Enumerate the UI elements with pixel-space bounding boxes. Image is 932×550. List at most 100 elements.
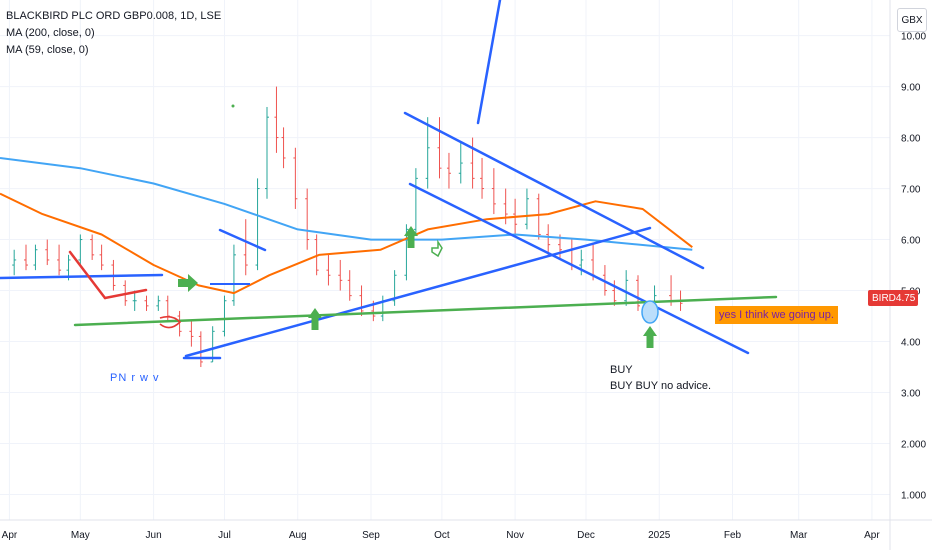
candle <box>305 188 310 250</box>
candle <box>255 178 260 271</box>
buy-line-1: BUY <box>610 364 633 376</box>
candle <box>624 270 629 306</box>
candle <box>231 244 236 306</box>
last-price-ticker: BIRD <box>872 292 896 304</box>
x-tick-label: Apr <box>2 530 18 541</box>
candle <box>12 249 17 276</box>
highlight-ellipse <box>641 300 659 324</box>
candle <box>274 86 279 153</box>
red-line-2 <box>103 288 148 300</box>
candle <box>293 147 298 209</box>
x-tick-label: May <box>71 530 90 541</box>
buy-annotation: BUY BUY BUY no advice. <box>610 362 711 394</box>
moving-averages <box>0 157 693 295</box>
red-line-1 <box>68 250 107 300</box>
candle <box>437 117 442 179</box>
x-tick-label: Aug <box>289 530 307 541</box>
candle <box>425 117 430 189</box>
ma59-line <box>0 192 693 295</box>
candle <box>480 157 485 199</box>
y-tick-label: 9.00 <box>901 83 921 94</box>
candle <box>413 168 418 235</box>
candle <box>635 275 640 311</box>
small-diagonal <box>218 228 267 252</box>
y-tick-label: 1.000 <box>901 491 926 502</box>
candle <box>144 295 149 311</box>
candle <box>57 244 62 276</box>
y-tick-label: 8.00 <box>901 134 921 145</box>
x-tick-label: Apr <box>864 530 880 541</box>
candle <box>189 321 194 347</box>
candle <box>222 295 227 337</box>
up-arrow-dec <box>643 326 657 348</box>
legend-symbol: BLACKBIRD PLC ORD GBP0.008, 1D, LSE <box>6 10 222 22</box>
green-dot <box>231 104 235 108</box>
candle <box>90 234 95 260</box>
candle <box>156 295 161 311</box>
candle <box>243 219 248 276</box>
up-arrow-sep <box>404 226 418 248</box>
support-line-left <box>0 273 164 280</box>
note-annotation: yes I think we going up. <box>715 306 838 324</box>
last-price-value: 4.75 <box>895 292 916 304</box>
buy-line-2: BUY BUY no advice. <box>610 380 712 392</box>
legend-ma200: MA (200, close, 0) <box>6 27 95 39</box>
trend-drawings <box>0 0 778 360</box>
x-tick-label: Dec <box>577 530 595 541</box>
candle <box>612 280 617 306</box>
candle <box>45 239 50 266</box>
candle <box>132 290 137 311</box>
y-tick-label: 10.00 <box>901 32 926 43</box>
falling-channel-lower <box>408 182 750 355</box>
candle <box>491 168 496 215</box>
x-axis: Apr May Jun Jul Aug Sep Oct Nov Dec 2025 Feb Mar Apr <box>0 519 932 541</box>
candle <box>99 244 104 271</box>
candle <box>546 224 551 255</box>
right-arrow <box>178 274 198 292</box>
x-tick-label: Jul <box>218 530 231 541</box>
candle <box>446 152 451 189</box>
candle <box>359 285 364 317</box>
x-tick-label: Mar <box>790 530 808 541</box>
x-tick-label: Feb <box>724 530 742 541</box>
candle <box>338 259 343 291</box>
candle <box>503 188 508 225</box>
falling-channel-upper <box>403 111 705 270</box>
green-support-line <box>73 295 778 327</box>
candle <box>380 295 385 322</box>
candle <box>392 270 397 306</box>
legend-ma59: MA (59, close, 0) <box>6 44 89 56</box>
y-tick-label: 7.00 <box>901 185 921 196</box>
grid-lines <box>0 0 890 520</box>
x-tick-label: Sep <box>362 530 380 541</box>
candle <box>78 234 83 266</box>
y-axis: 1.0002.0003.004.005.006.007.008.009.0010… <box>889 0 926 550</box>
green-outline-arrow <box>431 239 443 258</box>
ma200-line <box>0 157 693 251</box>
chart-legend: BLACKBIRD PLC ORD GBP0.008, 1D, LSE MA (… <box>6 8 221 59</box>
currency-unit-button[interactable]: GBX <box>897 8 927 32</box>
candle <box>177 310 182 337</box>
candle <box>33 244 38 271</box>
blue-text-annotation: PN r w v <box>110 372 160 384</box>
y-tick-label: 3.00 <box>901 389 921 400</box>
rising-trend-line <box>184 226 652 358</box>
candle <box>458 142 463 184</box>
candle <box>326 254 331 286</box>
red-circle <box>159 315 182 329</box>
candle <box>524 188 529 230</box>
x-tick-label: Oct <box>434 530 450 541</box>
x-tick-label: Nov <box>506 530 524 541</box>
spike-line <box>476 0 502 125</box>
candle <box>281 127 286 169</box>
up-arrow-aug <box>308 308 322 330</box>
x-tick-label: Jun <box>146 530 162 541</box>
candles <box>12 86 683 368</box>
last-price-tag: BIRD 4.75 <box>868 290 918 306</box>
candle <box>23 244 28 271</box>
y-tick-label: 6.00 <box>901 236 921 247</box>
y-tick-label: 2.000 <box>901 440 926 451</box>
candle <box>210 326 215 363</box>
candle <box>347 270 352 301</box>
